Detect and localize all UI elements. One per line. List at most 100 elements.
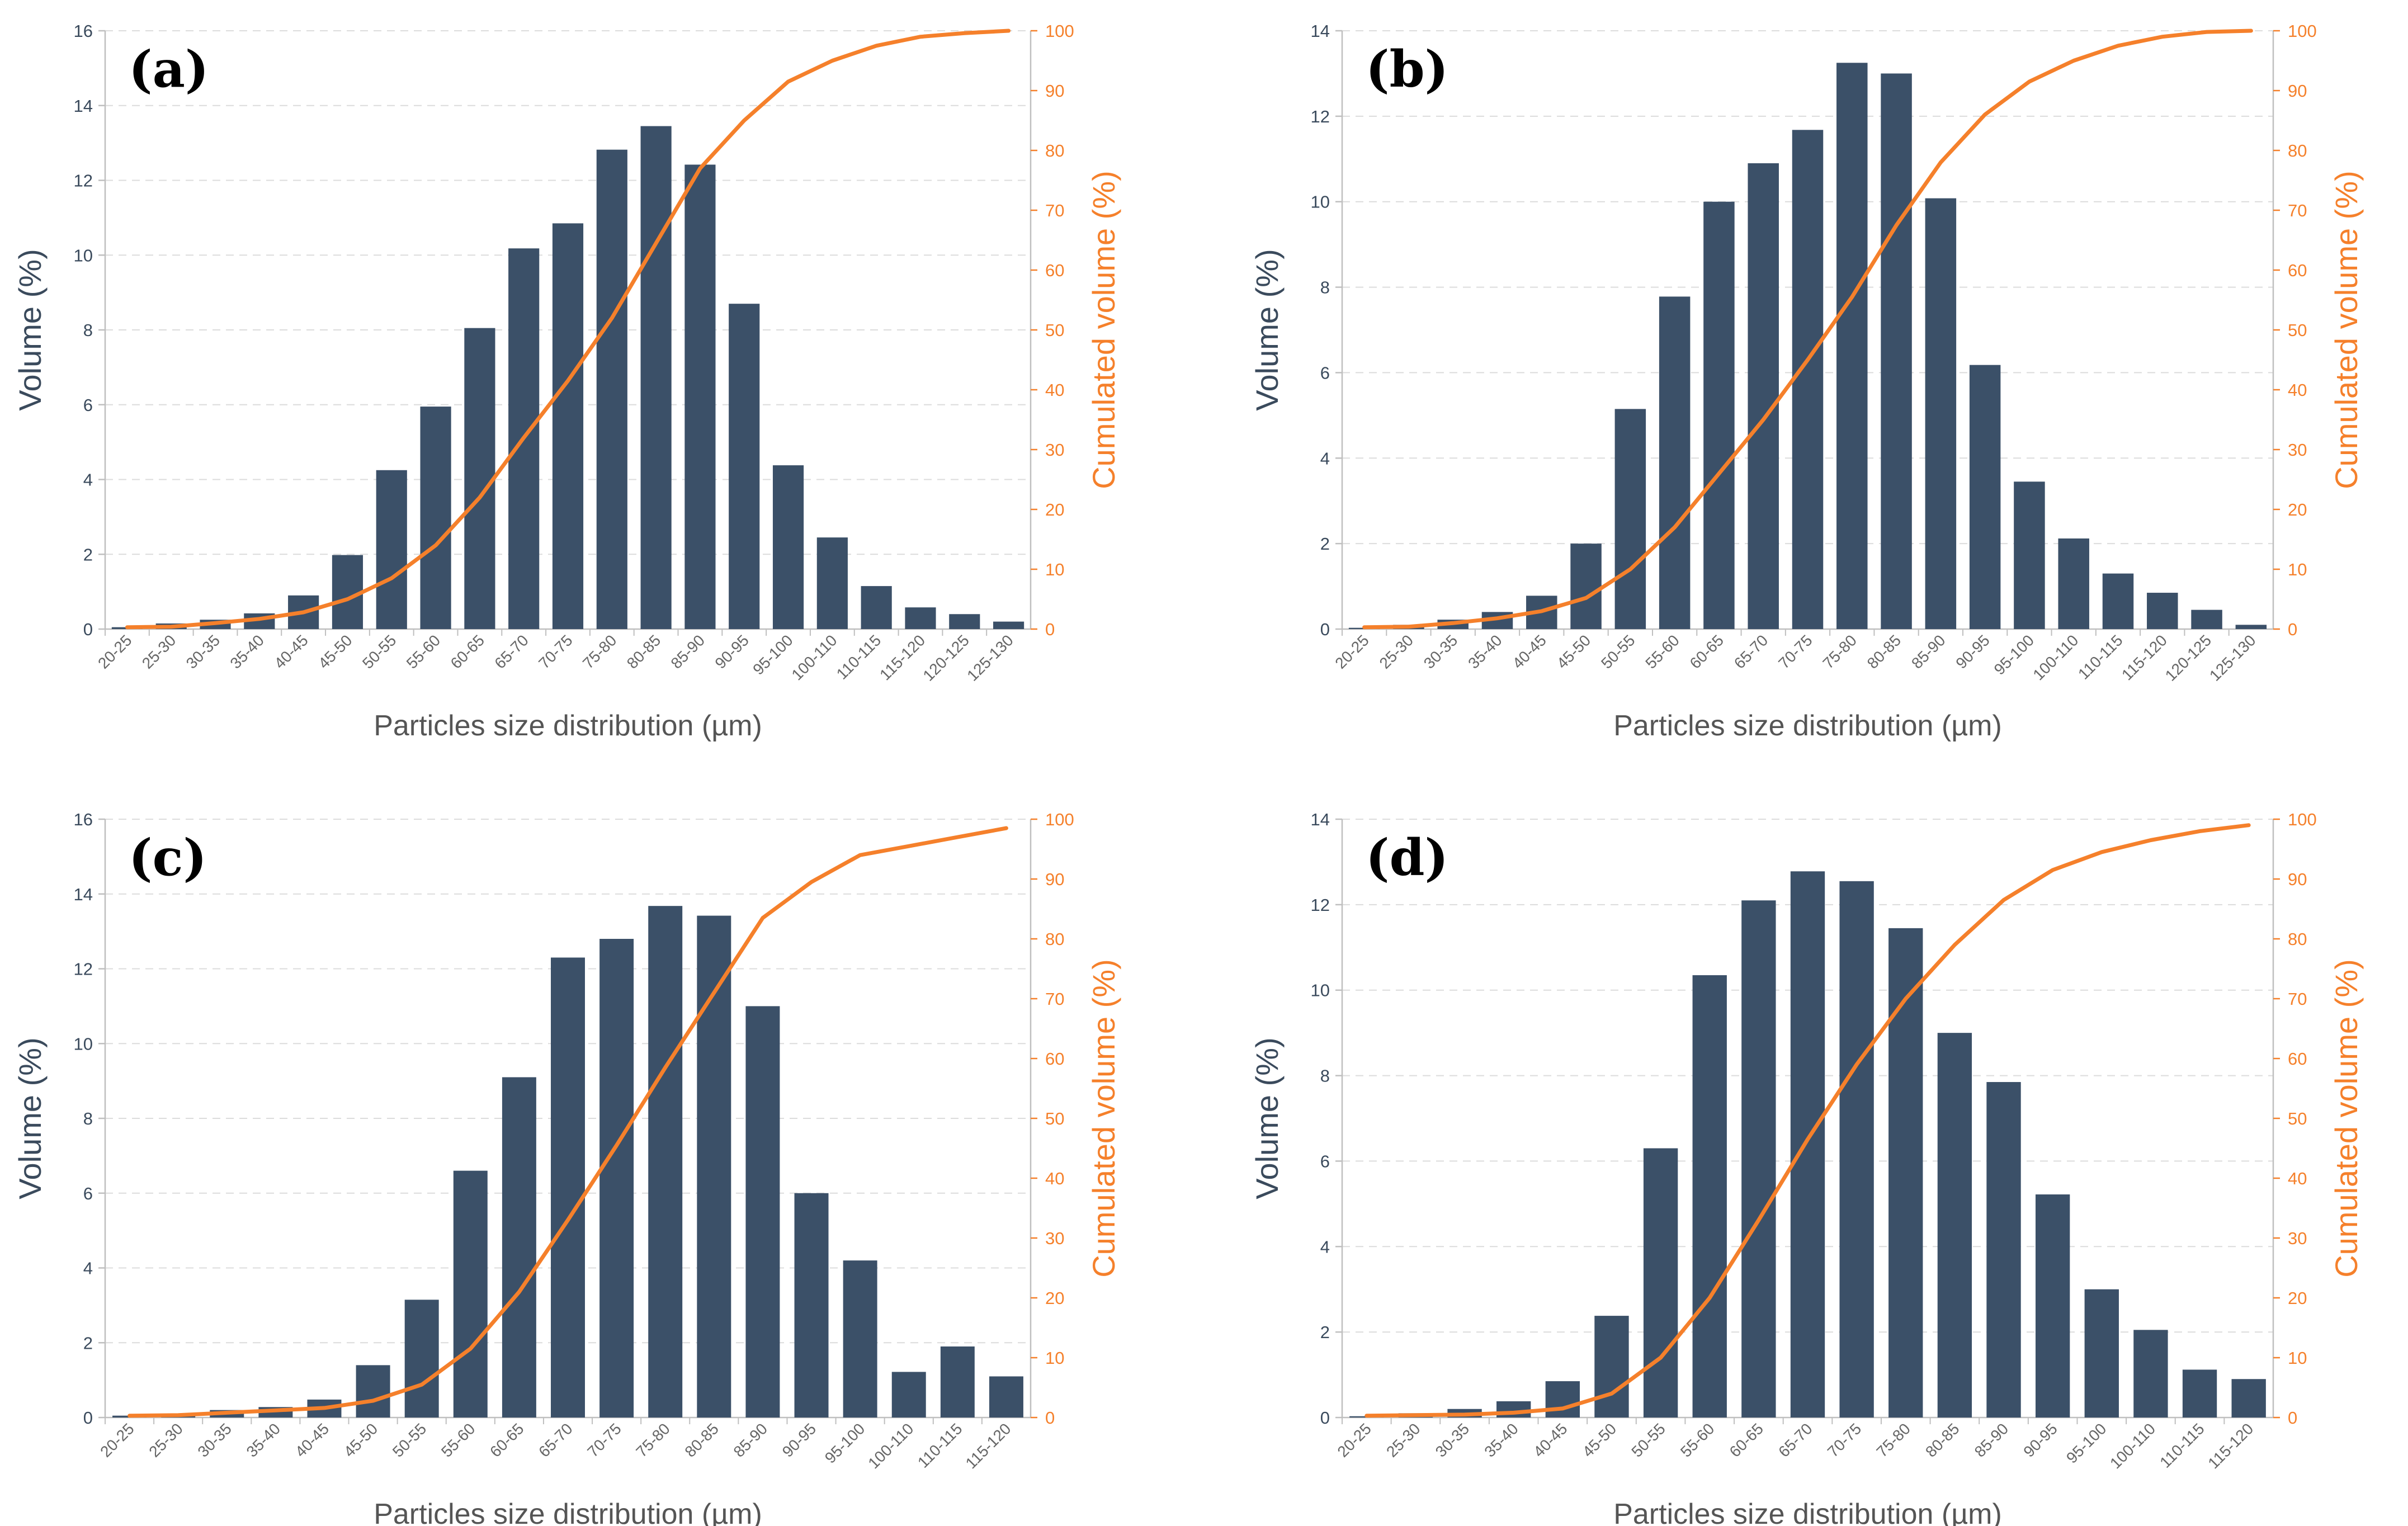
- x-tick-label: 110-115: [2075, 631, 2126, 683]
- x-tick-label: 75-80: [1819, 631, 1860, 672]
- bar-100-110: [816, 537, 848, 629]
- left-tick-label: 2: [1320, 1322, 1330, 1342]
- bar-70-75: [552, 223, 584, 629]
- x-tick-label: 120-125: [919, 631, 972, 684]
- x-tick-label: 115-120: [2204, 1420, 2256, 1472]
- left-tick-label: 12: [74, 960, 93, 979]
- x-tick-label: 25-30: [1383, 1420, 1424, 1461]
- cumulative-point: [664, 1067, 666, 1069]
- cumulative-point: [518, 1291, 520, 1293]
- x-tick-label: 55-60: [1642, 631, 1683, 672]
- bar-110-115: [940, 1346, 975, 1418]
- bar-70-75: [599, 939, 634, 1418]
- x-tick-label: 70-75: [1824, 1420, 1865, 1461]
- cumulative-point: [391, 578, 393, 579]
- x-tick-label: 35-40: [1465, 631, 1505, 672]
- x-tick-label: 85-90: [668, 631, 709, 672]
- left-tick-label: 4: [83, 1259, 93, 1278]
- cumulative-point: [1905, 998, 1906, 999]
- right-tick-label: 0: [1045, 1408, 1055, 1428]
- right-tick-label: 100: [2288, 810, 2317, 829]
- bar-80-85: [697, 915, 731, 1418]
- left-tick-label: 14: [74, 96, 93, 116]
- cumulative-point: [479, 497, 480, 498]
- bar-115-120: [2231, 1379, 2266, 1418]
- bar-80-85: [1881, 73, 1912, 629]
- bar-120-125: [2191, 610, 2222, 629]
- bar-40-45: [1545, 1381, 1580, 1418]
- x-tick-label: 80-85: [681, 1420, 722, 1461]
- left-tick-label: 6: [1320, 363, 1330, 382]
- cumulative-point: [421, 1384, 423, 1386]
- bar-90-95: [2035, 1194, 2070, 1418]
- cumulative-point: [762, 917, 763, 919]
- right-tick-label: 40: [2288, 380, 2307, 400]
- x-tick-label: 80-85: [624, 631, 664, 672]
- bar-60-65: [502, 1077, 536, 1418]
- bar-90-95: [1969, 365, 2001, 629]
- chart-panel: 0 2 4 6 8 10 12 14 0 10 20 30 40 50 60 70 80 90 100 20-25 25…: [1249, 810, 2364, 1526]
- cumulative-point: [713, 992, 715, 994]
- cumulative-point: [876, 45, 877, 46]
- left-tick-label: 4: [1320, 1237, 1330, 1256]
- x-tick-label: 50-55: [359, 631, 400, 672]
- left-tick-label: 12: [74, 171, 93, 191]
- x-tick-label: 30-35: [1432, 1420, 1473, 1461]
- left-tick-label: 6: [83, 395, 93, 415]
- cumulative-point: [1585, 597, 1587, 599]
- bar-60-65: [464, 328, 495, 629]
- x-tick-label: 70-75: [535, 631, 576, 672]
- x-tick-label: 90-95: [2020, 1420, 2061, 1461]
- bar-50-55: [1643, 1148, 1678, 1418]
- cumulative-point: [372, 1400, 374, 1402]
- cumulative-point: [2117, 45, 2119, 46]
- cumulative-point: [1709, 1297, 1711, 1298]
- y2-axis-title: Cumulated volume (%): [1086, 959, 1121, 1278]
- right-tick-label: 20: [1045, 500, 1064, 519]
- bar-100-110: [2133, 1330, 2168, 1418]
- right-tick-label: 60: [2288, 261, 2307, 280]
- x-tick-label: 55-60: [438, 1420, 479, 1461]
- cumulative-point: [1940, 162, 1942, 163]
- bar-55-60: [420, 407, 451, 629]
- cumulative-point: [743, 120, 745, 121]
- right-tick-label: 50: [1045, 1109, 1064, 1128]
- x-tick-label: 30-35: [183, 631, 224, 672]
- left-tick-label: 16: [74, 21, 93, 41]
- cumulative-point: [2161, 36, 2163, 37]
- x-tick-label: 45-50: [315, 631, 356, 672]
- x-tick-label: 35-40: [243, 1420, 284, 1461]
- cumulative-point: [2101, 851, 2103, 853]
- bar-120-125: [949, 614, 980, 629]
- cumulative-point: [523, 437, 525, 438]
- right-tick-label: 100: [2288, 21, 2317, 41]
- x-tick-label: 65-70: [535, 1420, 576, 1461]
- cumulative-point: [1763, 419, 1764, 421]
- bar-50-55: [376, 470, 407, 629]
- cumulative-point: [1807, 359, 1809, 361]
- x-tick-label: 100-110: [2107, 1420, 2159, 1472]
- bar-115-120: [2147, 593, 2178, 629]
- cumulative-point: [2052, 869, 2053, 871]
- x-tick-label: 120-125: [2162, 631, 2215, 684]
- x-tick-label: 40-45: [1530, 1420, 1571, 1461]
- left-tick-label: 8: [1320, 1066, 1330, 1086]
- right-tick-label: 40: [1045, 1169, 1064, 1188]
- cumulative-point: [655, 242, 657, 244]
- right-tick-label: 10: [2288, 560, 2307, 579]
- bar-95-100: [2014, 481, 2045, 629]
- x-tick-label: 110-115: [914, 1420, 966, 1471]
- cumulative-point: [1513, 1412, 1514, 1414]
- cumulative-point: [1758, 1219, 1759, 1221]
- right-tick-label: 60: [1045, 1049, 1064, 1069]
- cumulative-point: [215, 622, 216, 624]
- x-tick-label: 20-25: [97, 1420, 138, 1461]
- x-tick-label: 45-50: [1554, 631, 1594, 672]
- panel-label: (c): [129, 828, 207, 887]
- left-tick-label: 10: [1311, 192, 1330, 212]
- x-tick-label: 55-60: [1677, 1420, 1718, 1461]
- bar-70-75: [1792, 130, 1824, 630]
- right-tick-label: 80: [1045, 141, 1064, 160]
- cumulative-point: [1363, 626, 1365, 628]
